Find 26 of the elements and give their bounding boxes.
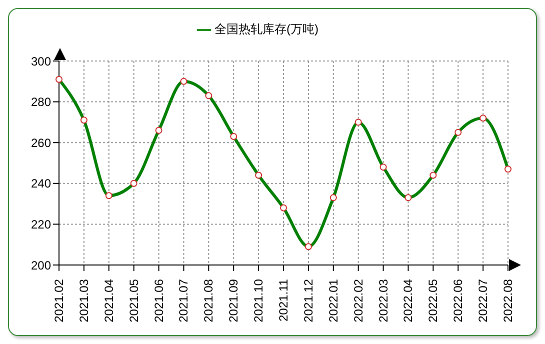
y-tick-label: 300 <box>30 54 52 68</box>
x-tick-label: 2022.08 <box>501 278 515 322</box>
y-tick-label: 200 <box>30 258 52 272</box>
x-tick-label: 2022.04 <box>401 278 416 322</box>
y-tick-label: 240 <box>30 176 52 191</box>
x-tick-label: 2021.11 <box>276 278 290 322</box>
x-tick-label: 2021.08 <box>202 278 216 322</box>
x-tick-label: 2022.01 <box>326 278 340 322</box>
x-tick-label: 2021.09 <box>226 278 241 322</box>
y-tick-label: 260 <box>30 136 52 150</box>
x-tick-label: 2022.03 <box>376 278 390 322</box>
x-tick-label: 2022.02 <box>351 278 366 322</box>
x-tick-label: 2021.10 <box>252 278 266 322</box>
x-tick-label: 2022.07 <box>476 278 490 322</box>
y-tick-label: 220 <box>30 217 52 232</box>
x-tick-label: 2021.07 <box>176 278 191 322</box>
x-tick-label: 2021.03 <box>76 278 91 322</box>
x-tick-label: 2022.06 <box>451 278 466 322</box>
legend-label: 全国热轧库存(万吨) <box>214 22 318 36</box>
x-tick-label: 2021.02 <box>52 278 66 322</box>
x-tick-label: 2022.05 <box>426 278 440 322</box>
y-tick-label: 280 <box>30 95 52 110</box>
x-tick-label: 2021.06 <box>152 278 166 322</box>
x-tick-label: 2021.05 <box>126 278 141 322</box>
x-tick-label: 2021.04 <box>102 278 116 322</box>
x-tick-label: 2021.12 <box>301 278 316 322</box>
